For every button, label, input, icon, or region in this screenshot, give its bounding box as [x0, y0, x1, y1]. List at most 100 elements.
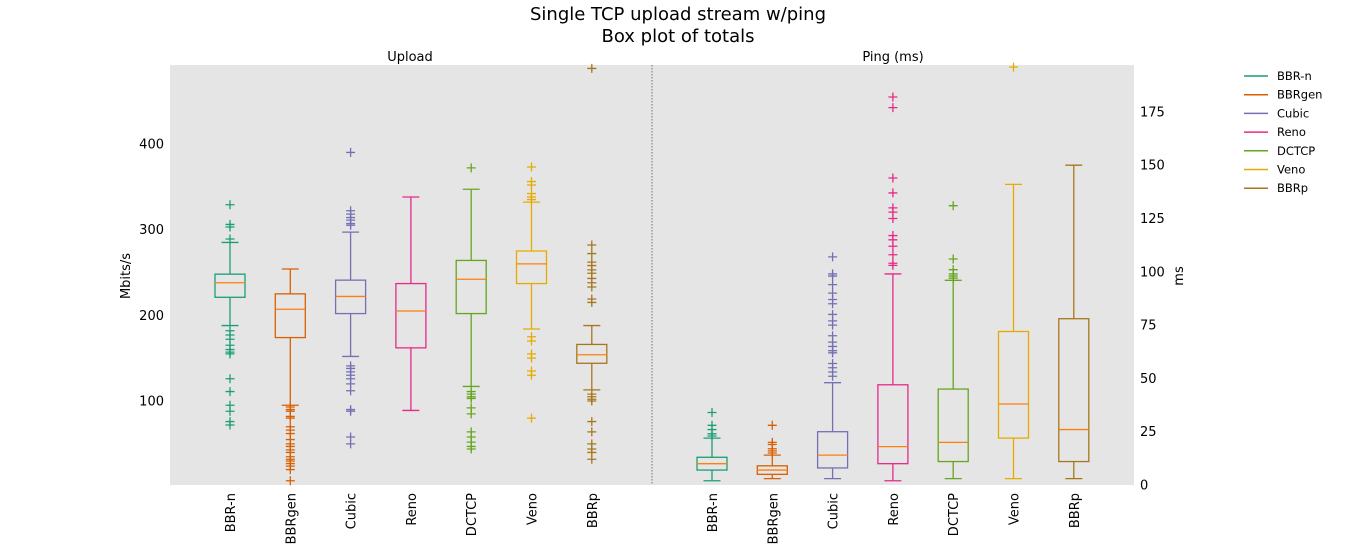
outlier-marker: [888, 173, 898, 183]
legend-label: DCTCP: [1277, 144, 1315, 158]
outlier-marker: [527, 353, 536, 363]
ping-y-axis-ticks: 0 25 50 75 100 125 150 175: [1140, 105, 1165, 493]
y-tick-label: 0: [1140, 479, 1148, 494]
y-tick-label: 400: [139, 137, 164, 152]
iqr-box: [214, 273, 246, 298]
outlier-marker: [587, 396, 597, 406]
outlier-marker: [527, 180, 536, 190]
x-tick-label: DCTCP: [465, 493, 480, 536]
outlier-marker: [346, 406, 356, 416]
legend-label: Veno: [1277, 163, 1305, 177]
outlier-marker: [225, 234, 235, 244]
outlier-marker: [527, 413, 536, 423]
outlier-marker: [225, 387, 235, 397]
outlier-marker: [285, 465, 295, 475]
legend-item-bbrp: BBRp: [1244, 181, 1308, 195]
outlier-marker: [1009, 62, 1018, 72]
iqr-box: [937, 388, 969, 463]
outlier-marker: [466, 393, 476, 403]
chart-subtitle: Box plot of totals: [601, 26, 754, 47]
x-tick-label: BBRgen: [284, 493, 299, 544]
outlier-marker: [466, 409, 476, 419]
legend-label: BBR-n: [1277, 69, 1312, 83]
outlier-marker: [948, 201, 958, 211]
outlier-marker: [888, 103, 898, 113]
outlier-marker: [828, 271, 838, 281]
legend-item-veno: Veno: [1244, 163, 1305, 177]
x-tick-label: Veno: [1008, 493, 1023, 525]
upload-panel-title: Upload: [387, 50, 433, 65]
box-cubic: [816, 252, 849, 480]
y-tick-label: 300: [139, 223, 164, 238]
box-dctcp: [937, 201, 969, 480]
box-dctcp: [455, 163, 487, 454]
y-tick-label: 175: [1140, 105, 1165, 120]
outlier-marker: [587, 282, 597, 292]
outlier-marker: [285, 413, 295, 423]
ping-panel-title: Ping (ms): [862, 50, 923, 65]
iqr-box: [274, 293, 306, 339]
legend-label: BBRgen: [1277, 88, 1322, 102]
x-tick-label: Cubic: [345, 493, 360, 529]
x-tick-label: Reno: [405, 493, 420, 526]
box-veno: [515, 162, 548, 423]
box-bbrgen: [274, 268, 306, 486]
outlier-marker: [527, 370, 536, 380]
outlier-marker: [888, 250, 898, 260]
iqr-box: [997, 330, 1030, 439]
x-axis-tick-labels: BBR-n BBRgen Cubic Reno DCTCP Veno BBRp BBR-n BB…: [224, 493, 1083, 545]
outlier-marker: [346, 386, 356, 396]
outlier-marker: [527, 162, 536, 172]
x-tick-label: BBRp: [586, 493, 601, 528]
outlier-marker: [587, 417, 597, 427]
legend-item-dctcp: DCTCP: [1244, 144, 1315, 158]
outlier-marker: [346, 220, 356, 230]
outlier-marker: [828, 252, 838, 262]
outlier-marker: [587, 63, 597, 73]
y-tick-label: 50: [1140, 372, 1157, 387]
box-bbrp: [576, 63, 608, 464]
box-cubic: [334, 147, 367, 449]
x-tick-label: Veno: [526, 493, 541, 525]
outlier-marker: [707, 408, 717, 418]
box-bbrp: [1058, 164, 1090, 480]
x-tick-label: DCTCP: [947, 493, 962, 536]
outlier-marker: [225, 349, 235, 359]
y-tick-label: 75: [1140, 319, 1157, 334]
outlier-marker: [225, 200, 235, 210]
outlier-marker: [828, 299, 838, 309]
iqr-box: [877, 384, 909, 465]
y-tick-label: 125: [1140, 212, 1165, 227]
outlier-marker: [888, 241, 898, 251]
y-tick-label: 100: [139, 395, 164, 410]
legend-label: BBRp: [1277, 181, 1308, 195]
outlier-marker: [225, 420, 235, 430]
box-bbrgen: [756, 420, 788, 480]
box-plot-marks: [214, 62, 1090, 486]
legend: BBR-n BBRgen Cubic Reno DCTCP Veno BBRp: [1244, 69, 1322, 195]
outlier-marker: [767, 420, 777, 430]
outlier-marker: [587, 249, 597, 259]
box-reno: [395, 196, 427, 412]
outlier-marker: [285, 476, 295, 486]
x-tick-label: BBR-n: [224, 493, 239, 532]
outlier-marker: [888, 188, 898, 198]
iqr-box: [515, 250, 548, 285]
outlier-marker: [225, 374, 235, 384]
y-tick-label: 25: [1140, 425, 1157, 440]
y-tick-label: 150: [1140, 159, 1165, 174]
outlier-marker: [828, 348, 838, 358]
outlier-marker: [466, 444, 476, 454]
ping-y-axis-label: ms: [1172, 266, 1187, 286]
box-bbr-n: [696, 408, 728, 482]
outlier-marker: [888, 260, 898, 270]
iqr-box: [1058, 318, 1090, 463]
outlier-marker: [707, 431, 717, 441]
x-tick-label: BBRgen: [766, 493, 781, 544]
box-bbr-n: [214, 200, 246, 430]
outlier-marker: [767, 448, 777, 458]
outlier-marker: [587, 297, 597, 307]
iqr-box: [576, 343, 608, 364]
legend-label: Reno: [1277, 125, 1306, 139]
outlier-marker: [587, 427, 597, 437]
